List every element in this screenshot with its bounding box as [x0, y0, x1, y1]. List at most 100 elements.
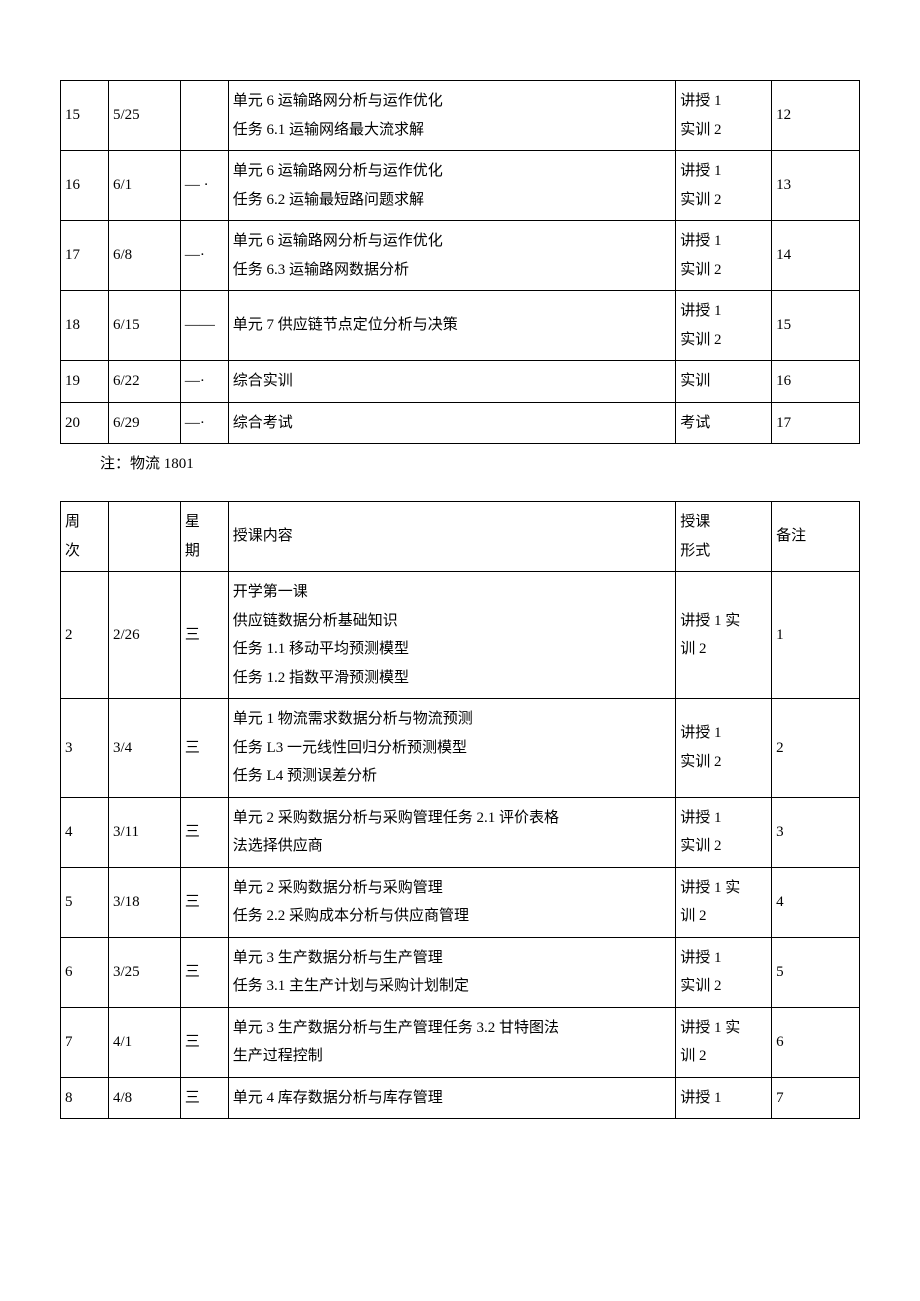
cell-form: 讲授 1 实训 2 [676, 937, 772, 1007]
cell-date: 3/18 [108, 867, 180, 937]
cell-week: 15 [61, 81, 109, 151]
schedule-table-1: 155/25单元 6 运输路网分析与运作优化 任务 6.1 运输网络最大流求解讲… [60, 80, 860, 444]
header-note: 备注 [772, 502, 860, 572]
cell-day: —— [180, 291, 228, 361]
cell-form: 讲授 1 实 训 2 [676, 1007, 772, 1077]
cell-content: 综合考试 [228, 402, 675, 444]
cell-date: 2/26 [108, 572, 180, 699]
cell-form: 实训 [676, 361, 772, 403]
cell-week: 18 [61, 291, 109, 361]
cell-content: 开学第一课 供应链数据分析基础知识 任务 1.1 移动平均预测模型 任务 1.2… [228, 572, 675, 699]
table-row: 196/22—·综合实训实训16 [61, 361, 860, 403]
cell-content: 单元 2 采购数据分析与采购管理 任务 2.2 采购成本分析与供应商管理 [228, 867, 675, 937]
cell-note: 15 [772, 291, 860, 361]
table-header-row: 周 次 星 期 授课内容 授课 形式 备注 [61, 502, 860, 572]
cell-week: 2 [61, 572, 109, 699]
cell-note: 5 [772, 937, 860, 1007]
cell-date: 6/8 [108, 221, 180, 291]
cell-note: 4 [772, 867, 860, 937]
cell-form: 考试 [676, 402, 772, 444]
cell-date: 4/1 [108, 1007, 180, 1077]
schedule-table-2: 周 次 星 期 授课内容 授课 形式 备注 22/26三开学第一课 供应链数据分… [60, 501, 860, 1119]
cell-week: 8 [61, 1077, 109, 1119]
header-content: 授课内容 [228, 502, 675, 572]
table-row: 176/8—·单元 6 运输路网分析与运作优化 任务 6.3 运输路网数据分析讲… [61, 221, 860, 291]
table-row: 22/26三开学第一课 供应链数据分析基础知识 任务 1.1 移动平均预测模型 … [61, 572, 860, 699]
cell-form: 讲授 1 实训 2 [676, 151, 772, 221]
cell-date: 6/29 [108, 402, 180, 444]
table-row: 155/25 单元 6 运输路网分析与运作优化 任务 6.1 运输网络最大流求解讲… [61, 81, 860, 151]
cell-date: 6/1 [108, 151, 180, 221]
cell-content: 单元 1 物流需求数据分析与物流预测 任务 L3 一元线性回归分析预测模型 任务… [228, 699, 675, 798]
table-row: 84/8三单元 4 库存数据分析与库存管理讲授 17 [61, 1077, 860, 1119]
cell-day [180, 81, 228, 151]
cell-content: 单元 6 运输路网分析与运作优化 任务 6.1 运输网络最大流求解 [228, 81, 675, 151]
cell-date: 3/11 [108, 797, 180, 867]
cell-note: 2 [772, 699, 860, 798]
table-row: 43/11三单元 2 采购数据分析与采购管理任务 2.1 评价表格 法选择供应商… [61, 797, 860, 867]
cell-week: 20 [61, 402, 109, 444]
table-row: 74/1三单元 3 生产数据分析与生产管理任务 3.2 甘特图法 生产过程控制讲… [61, 1007, 860, 1077]
cell-day: 三 [180, 572, 228, 699]
table-row: 33/4三单元 1 物流需求数据分析与物流预测 任务 L3 一元线性回归分析预测… [61, 699, 860, 798]
cell-form: 讲授 1 实训 2 [676, 797, 772, 867]
cell-date: 5/25 [108, 81, 180, 151]
cell-note: 3 [772, 797, 860, 867]
table-row: 186/15——单元 7 供应链节点定位分析与决策讲授 1 实训 215 [61, 291, 860, 361]
cell-note: 13 [772, 151, 860, 221]
cell-day: 三 [180, 867, 228, 937]
table-row: 63/25三单元 3 生产数据分析与生产管理 任务 3.1 主生产计划与采购计划… [61, 937, 860, 1007]
cell-content: 单元 3 生产数据分析与生产管理 任务 3.1 主生产计划与采购计划制定 [228, 937, 675, 1007]
cell-form: 讲授 1 实训 2 [676, 699, 772, 798]
cell-date: 3/4 [108, 699, 180, 798]
cell-week: 16 [61, 151, 109, 221]
cell-week: 4 [61, 797, 109, 867]
cell-content: 单元 6 运输路网分析与运作优化 任务 6.2 运输最短路问题求解 [228, 151, 675, 221]
cell-note: 14 [772, 221, 860, 291]
cell-date: 6/22 [108, 361, 180, 403]
cell-day: 三 [180, 797, 228, 867]
header-day: 星 期 [180, 502, 228, 572]
cell-week: 19 [61, 361, 109, 403]
table-row: 206/29—·综合考试考试17 [61, 402, 860, 444]
cell-week: 17 [61, 221, 109, 291]
cell-day: 三 [180, 1077, 228, 1119]
cell-form: 讲授 1 实 训 2 [676, 572, 772, 699]
cell-day: 三 [180, 699, 228, 798]
cell-week: 7 [61, 1007, 109, 1077]
cell-note: 1 [772, 572, 860, 699]
table-row: 53/18三单元 2 采购数据分析与采购管理 任务 2.2 采购成本分析与供应商… [61, 867, 860, 937]
cell-content: 单元 3 生产数据分析与生产管理任务 3.2 甘特图法 生产过程控制 [228, 1007, 675, 1077]
cell-form: 讲授 1 实 训 2 [676, 867, 772, 937]
cell-day: —· [180, 361, 228, 403]
cell-content: 综合实训 [228, 361, 675, 403]
cell-content: 单元 2 采购数据分析与采购管理任务 2.1 评价表格 法选择供应商 [228, 797, 675, 867]
cell-date: 4/8 [108, 1077, 180, 1119]
cell-form: 讲授 1 实训 2 [676, 81, 772, 151]
cell-note: 7 [772, 1077, 860, 1119]
cell-day: —· [180, 402, 228, 444]
cell-note: 12 [772, 81, 860, 151]
cell-content: 单元 6 运输路网分析与运作优化 任务 6.3 运输路网数据分析 [228, 221, 675, 291]
cell-day: 三 [180, 1007, 228, 1077]
cell-date: 3/25 [108, 937, 180, 1007]
cell-form: 讲授 1 实训 2 [676, 291, 772, 361]
cell-note: 16 [772, 361, 860, 403]
cell-day: 三 [180, 937, 228, 1007]
table-row: 166/1— ·单元 6 运输路网分析与运作优化 任务 6.2 运输最短路问题求… [61, 151, 860, 221]
cell-note: 6 [772, 1007, 860, 1077]
cell-form: 讲授 1 实训 2 [676, 221, 772, 291]
footer-note: 注：物流 1801 [60, 452, 860, 473]
cell-date: 6/15 [108, 291, 180, 361]
cell-note: 17 [772, 402, 860, 444]
cell-week: 6 [61, 937, 109, 1007]
header-form: 授课 形式 [676, 502, 772, 572]
cell-form: 讲授 1 [676, 1077, 772, 1119]
cell-content: 单元 7 供应链节点定位分析与决策 [228, 291, 675, 361]
cell-content: 单元 4 库存数据分析与库存管理 [228, 1077, 675, 1119]
cell-day: —· [180, 221, 228, 291]
header-date [108, 502, 180, 572]
cell-week: 5 [61, 867, 109, 937]
header-week: 周 次 [61, 502, 109, 572]
cell-week: 3 [61, 699, 109, 798]
